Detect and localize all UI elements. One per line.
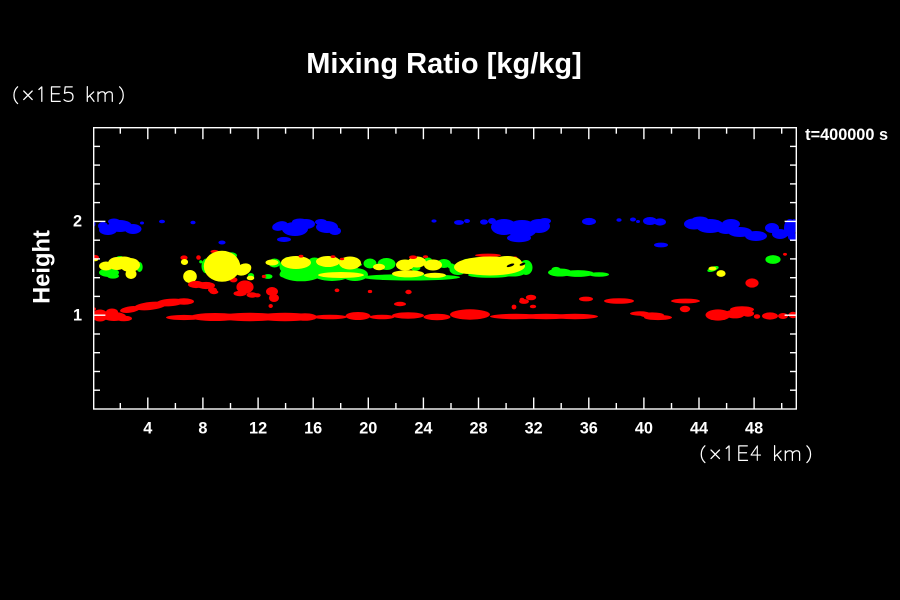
svg-text:16: 16: [304, 419, 322, 437]
svg-text:36: 36: [580, 419, 598, 437]
svg-text:48: 48: [745, 419, 763, 437]
svg-text:8: 8: [198, 419, 207, 437]
svg-text:12: 12: [249, 419, 267, 437]
svg-text:t=400000 s: t=400000 s: [805, 126, 888, 144]
svg-text:2: 2: [73, 213, 82, 231]
svg-text:32: 32: [525, 419, 543, 437]
svg-text:44: 44: [690, 419, 708, 437]
svg-text:24: 24: [414, 419, 432, 437]
svg-text:40: 40: [635, 419, 653, 437]
svg-text:20: 20: [359, 419, 377, 437]
svg-text:4: 4: [143, 419, 152, 437]
svg-text:Height: Height: [30, 230, 56, 304]
svg-text:1: 1: [73, 306, 82, 324]
svg-text:28: 28: [469, 419, 487, 437]
svg-text:Mixing Ratio [kg/kg]: Mixing Ratio [kg/kg]: [306, 48, 582, 80]
